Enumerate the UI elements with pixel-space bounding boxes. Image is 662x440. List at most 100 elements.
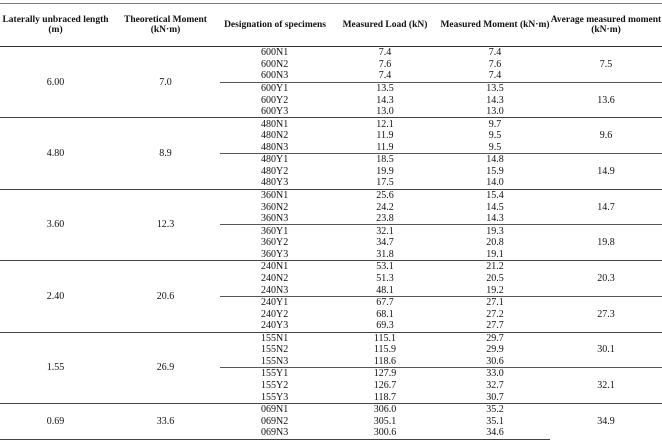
measured-moment: 35.1 <box>486 415 504 427</box>
table-row: 480Y3 17.5 14.0 <box>0 177 662 189</box>
table-row: 360Y1 32.1 19.3 19.8 <box>0 224 662 261</box>
specimen-designation: 240N1 <box>220 260 330 273</box>
measured-load: 17.5 <box>376 177 394 189</box>
average-measured-moment: 30.1 <box>550 331 662 368</box>
specimen-designation: 600Y2 <box>261 94 289 106</box>
measured-load: 127.9 <box>330 367 440 380</box>
measured-load: 13.5 <box>330 81 440 95</box>
measured-load: 69.3 <box>376 320 394 332</box>
average-measured-moment: 14.7 <box>550 188 662 225</box>
measured-moment: 27.7 <box>486 320 504 332</box>
average-measured-moment: 19.8 <box>550 224 662 261</box>
specimen-designation: 155Y1 <box>220 367 330 380</box>
results-table: Laterally unbraced length (m) Theoretica… <box>0 3 662 440</box>
specimen-designation: 480Y2 <box>261 165 289 177</box>
measured-moment: 14.3 <box>486 94 504 106</box>
table-row: 155Y2 126.7 32.7 <box>0 380 662 392</box>
unbraced-length: 6.00 <box>0 45 111 119</box>
table-row: 240Y1 67.7 27.1 27.3 <box>0 295 662 332</box>
average-measured-moment: 7.5 <box>550 46 662 83</box>
specimen-designation: 360Y2 <box>261 237 289 249</box>
table-row: 240Y2 68.1 27.2 <box>0 308 662 320</box>
table-row: 480Y2 19.9 15.9 <box>0 166 662 178</box>
average-measured-moment: 9.6 <box>550 117 662 154</box>
measured-load: 68.1 <box>376 308 394 320</box>
measured-moment: 27.1 <box>440 295 550 309</box>
measured-load: 305.1 <box>373 415 397 427</box>
header-length: Laterally unbraced length (m) <box>0 3 111 47</box>
table-row: 240Y3 69.3 27.7 <box>0 320 662 332</box>
measured-load: 300.6 <box>330 427 440 440</box>
specimen-designation: 600Y1 <box>220 81 330 95</box>
measured-moment: 13.5 <box>440 81 550 95</box>
table-row: 600Y2 14.3 14.3 <box>0 94 662 106</box>
measured-moment: 14.0 <box>486 177 504 189</box>
measured-load: 23.8 <box>376 213 394 225</box>
measured-load: 25.6 <box>330 188 440 202</box>
measured-load: 126.7 <box>373 380 397 392</box>
table-row: 4.80 8.9 480N1 12.1 9.7 9.6 <box>0 117 662 190</box>
specimen-designation: 480N3 <box>261 141 289 153</box>
measured-load: 306.0 <box>330 402 440 416</box>
measured-moment: 20.8 <box>486 237 504 249</box>
measured-load: 13.0 <box>376 106 394 118</box>
measured-load: 19.9 <box>376 165 394 177</box>
measured-load: 7.6 <box>378 58 392 70</box>
specimen-designation: 480N2 <box>261 130 289 142</box>
measured-moment: 9.5 <box>488 130 502 142</box>
measured-moment: 35.2 <box>440 402 550 416</box>
measured-load: 7.4 <box>378 70 392 82</box>
theoretical-moment: 12.3 <box>111 188 220 262</box>
measured-moment: 27.2 <box>486 308 504 320</box>
specimen-designation: 600N2 <box>261 58 289 70</box>
unbraced-length: 2.40 <box>0 260 111 333</box>
theoretical-moment: 26.9 <box>111 331 220 404</box>
specimen-designation: 240Y3 <box>261 320 289 332</box>
measured-moment: 20.5 <box>486 272 504 284</box>
theoretical-moment: 8.9 <box>111 117 220 190</box>
header-theoretical-moment: Theoretical Moment (kN·m) <box>111 3 220 47</box>
specimen-designation: 360N1 <box>220 188 330 202</box>
specimen-designation: 360Y1 <box>220 224 330 237</box>
measured-load: 115.1 <box>330 331 440 345</box>
unbraced-length: 4.80 <box>0 117 111 190</box>
table-row: 360N3 23.8 14.3 <box>0 213 662 225</box>
specimen-designation: 155N2 <box>261 344 289 356</box>
measured-load: 14.3 <box>376 94 394 106</box>
specimen-designation: 600N3 <box>261 70 289 82</box>
measured-moment: 15.4 <box>440 188 550 202</box>
specimen-designation: 600N1 <box>220 45 330 59</box>
measured-moment: 7.6 <box>488 58 502 70</box>
table-row: 600Y1 13.5 13.5 13.6 <box>0 81 662 118</box>
measured-load: 118.6 <box>373 355 397 367</box>
measured-load: 53.1 <box>330 260 440 273</box>
measured-load: 7.4 <box>330 45 440 59</box>
measured-moment: 7.4 <box>440 45 550 59</box>
unbraced-length: 3.60 <box>0 188 111 262</box>
unbraced-length: 0.69 <box>0 402 111 440</box>
header-average-moment: Average measured moment (kN·m) <box>550 3 662 47</box>
table-row: 2.40 20.6 240N1 53.1 21.2 20.3 <box>0 260 662 333</box>
theoretical-moment: 20.6 <box>111 260 220 333</box>
measured-moment: 29.9 <box>486 344 504 356</box>
table-row: 480N2 11.9 9.5 <box>0 130 662 142</box>
table-row: 069N2 305.1 35.1 <box>0 415 662 427</box>
measured-moment: 15.9 <box>486 165 504 177</box>
measured-moment: 19.3 <box>440 224 550 237</box>
table-row: 0.69 33.6 069N1 306.0 35.2 34.9 <box>0 402 662 440</box>
measured-load: 12.1 <box>330 117 440 130</box>
measured-moment: 9.7 <box>440 117 550 130</box>
specimen-designation: 155Y3 <box>261 391 289 403</box>
table-row: 155N2 115.9 29.9 <box>0 344 662 356</box>
average-measured-moment: 27.3 <box>550 295 662 332</box>
measured-moment: 9.5 <box>488 141 502 153</box>
table-row: 360N2 24.2 14.5 <box>0 201 662 213</box>
specimen-designation: 240N3 <box>261 284 289 296</box>
measured-moment: 30.7 <box>486 391 504 403</box>
table-row: 3.60 12.3 360N1 25.6 15.4 14.7 <box>0 188 662 262</box>
measured-load: 24.2 <box>376 201 394 213</box>
specimen-designation: 480Y1 <box>220 153 330 166</box>
specimen-designation: 240Y2 <box>261 308 289 320</box>
specimen-designation: 069N2 <box>261 415 289 427</box>
table-row: 155N3 118.6 30.6 <box>0 356 662 368</box>
